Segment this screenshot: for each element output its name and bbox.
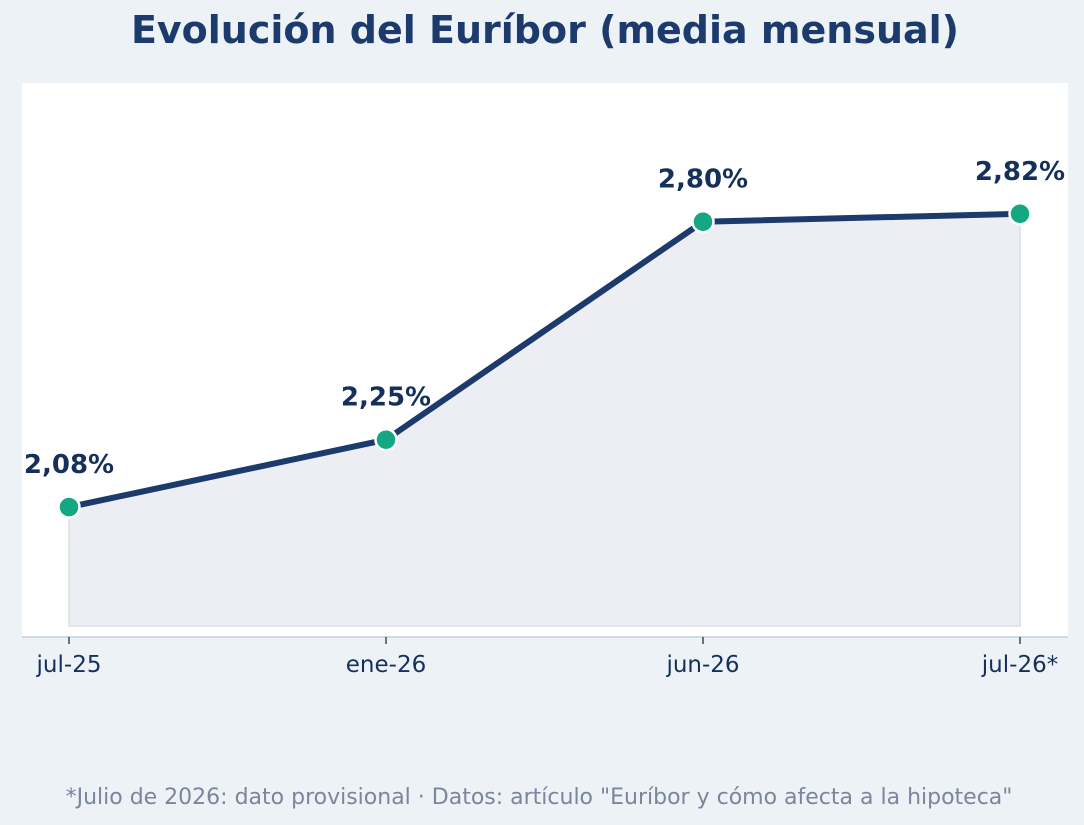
- x-axis-tick-labels: jul-25 ene-26 jun-26 jul-26*: [36, 652, 1059, 678]
- x-tick-label: jun-26: [665, 652, 739, 678]
- data-point: [1008, 202, 1032, 226]
- x-tick-label: ene-26: [346, 652, 426, 678]
- data-markers: [57, 202, 1032, 519]
- series-line: [66, 210, 1023, 511]
- data-labels: 2,08% 2,25% 2,80% 2,82%: [24, 157, 1065, 480]
- data-label: 2,82%: [975, 157, 1065, 187]
- data-label: 2,25%: [341, 383, 431, 413]
- chart-title: Evolución del Euríbor (media mensual): [130, 8, 960, 52]
- data-label: 2,80%: [658, 165, 748, 195]
- footnote: *Julio de 2026: dato provisional · Datos…: [65, 785, 1013, 810]
- x-tick-label: jul-26*: [981, 652, 1058, 678]
- x-tick-label: jul-25: [36, 652, 102, 678]
- x-axis-ticks: [68, 637, 1021, 644]
- data-point: [691, 209, 715, 234]
- data-point: [57, 495, 81, 519]
- data-label: 2,08%: [24, 450, 114, 480]
- data-point: [374, 427, 398, 452]
